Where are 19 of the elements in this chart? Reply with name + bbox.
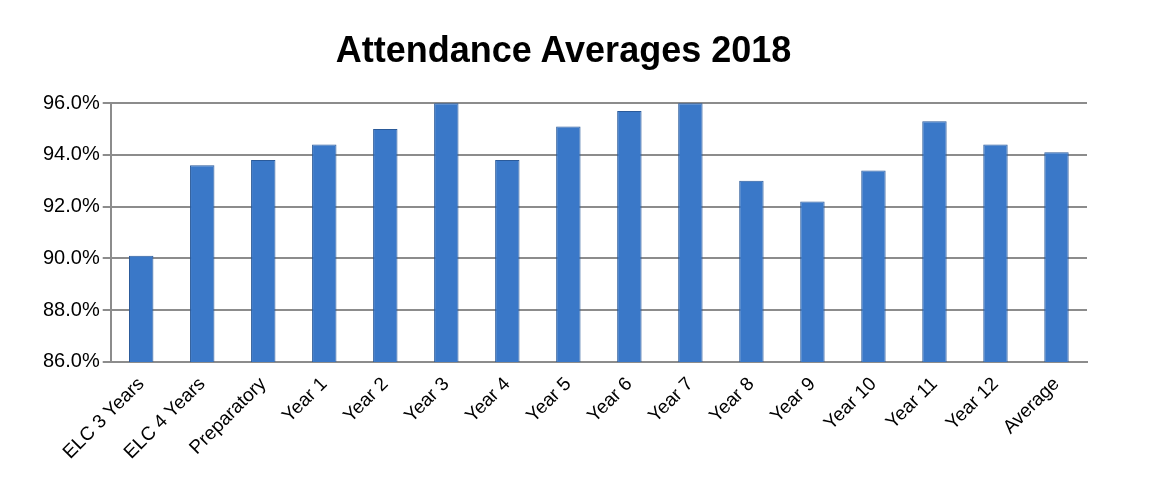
y-tick-label: 88.0%: [42, 297, 100, 320]
y-tick-label: 86.0%: [42, 349, 100, 372]
x-tick-label: Year 2: [338, 372, 392, 426]
x-tick-label: Year 7: [643, 372, 697, 426]
chart-title: Attendance Averages 2018: [335, 28, 792, 70]
y-tick-label: 92.0%: [42, 194, 100, 217]
x-tick-label: Year 3: [399, 372, 453, 426]
y-tick-label: 94.0%: [42, 142, 100, 165]
y-tick-label: 90.0%: [42, 245, 100, 268]
x-tick-label: Year 1: [277, 372, 331, 426]
x-tick-label: Year 8: [704, 372, 758, 426]
x-tick-label: Year 10: [819, 372, 880, 434]
x-tick-label: Year 9: [765, 372, 819, 426]
x-tick-label: Year 11: [881, 372, 941, 433]
y-tick-label: 96.0%: [42, 90, 100, 113]
x-tick-label: Year 4: [460, 372, 515, 426]
x-tick-label: Year 6: [582, 372, 636, 426]
x-tick-label: Year 12: [941, 372, 1002, 434]
x-tick-label: Year 5: [521, 372, 575, 426]
